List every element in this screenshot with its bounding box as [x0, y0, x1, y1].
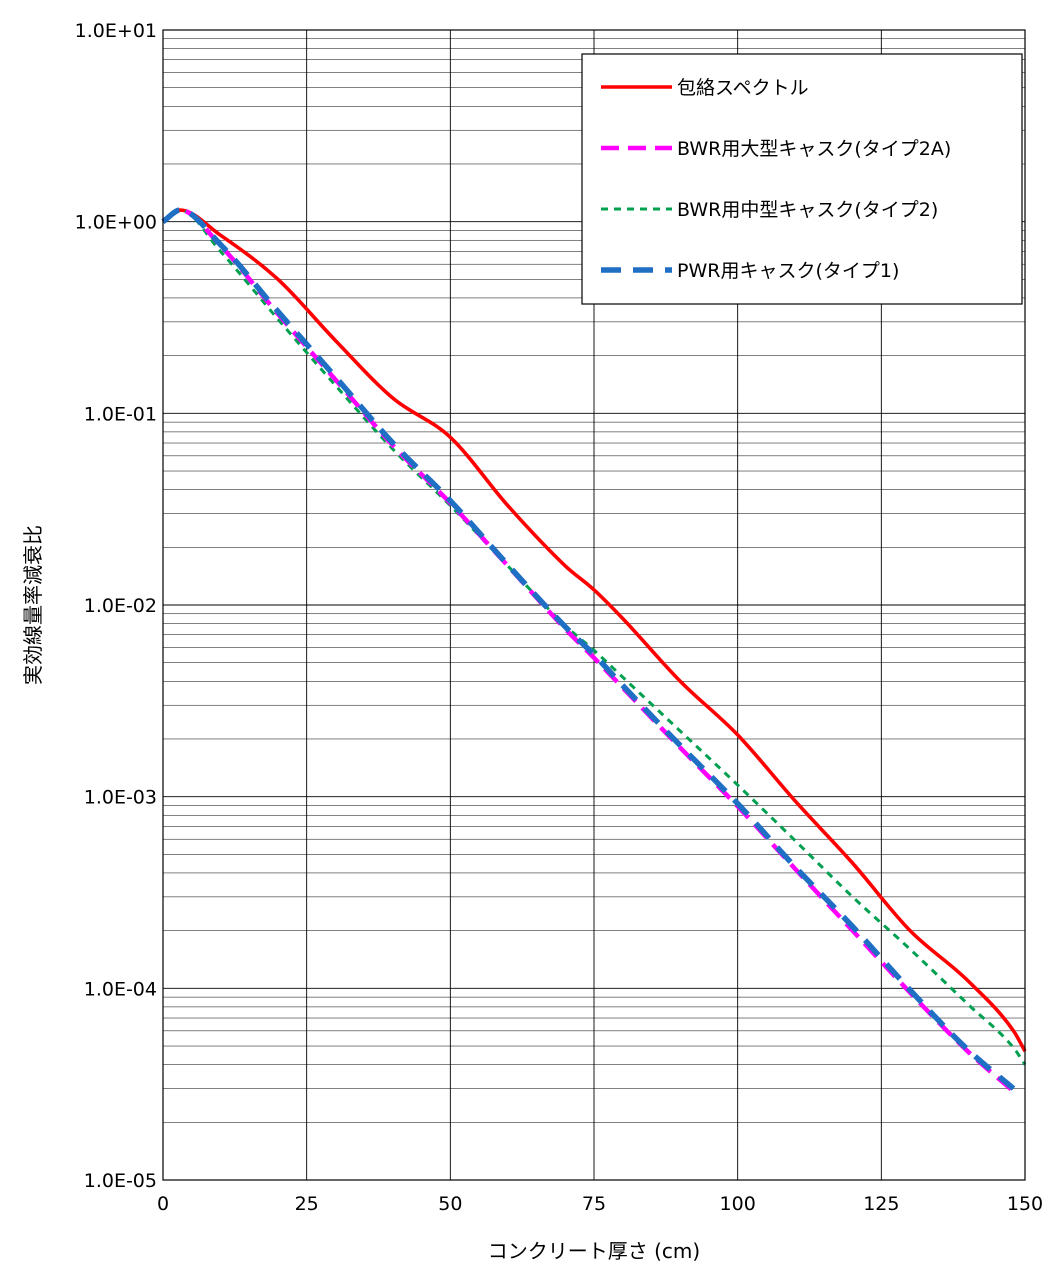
y-tick-label: 1.0E-03	[84, 787, 157, 809]
y-tick-label: 1.0E-02	[84, 595, 157, 617]
x-tick-label: 0	[157, 1193, 169, 1215]
y-tick-label: 1.0E-05	[84, 1170, 157, 1192]
series-lines	[161, 207, 1027, 1094]
y-tick-label: 1.0E+00	[75, 212, 157, 234]
legend-label: 包絡スペクトル	[677, 77, 809, 99]
x-tick-label: 50	[438, 1193, 462, 1215]
legend: 包絡スペクトル BWR用大型キャスク(タイプ2A) BWR用中型キャスク(タイプ2)…	[581, 53, 1023, 305]
tick-labels: 0 25 50 75 100 125 150 1.0E+01 1.0E+00 1.0E-01 1.0…	[75, 20, 1043, 1215]
y-axis-title: 実効線量率減衰比	[21, 525, 45, 685]
series-line-3	[162, 208, 1027, 1066]
x-tick-label: 100	[720, 1193, 756, 1215]
x-tick-label: 150	[1007, 1193, 1043, 1215]
legend-box	[581, 53, 1023, 305]
plot-frame	[162, 29, 1026, 1181]
y-tick-label: 1.0E+01	[75, 20, 157, 42]
x-tick-label: 75	[582, 1193, 606, 1215]
y-tick-label: 1.0E-01	[84, 403, 157, 425]
x-tick-label: 125	[863, 1193, 899, 1215]
series-line-4	[161, 207, 1016, 1091]
y-tick-label: 1.0E-04	[84, 978, 157, 1000]
legend-label: BWR用中型キャスク(タイプ2)	[677, 199, 938, 221]
x-tick-label: 25	[295, 1193, 319, 1215]
legend-label: BWR用大型キャスク(タイプ2A)	[677, 138, 951, 160]
x-axis-title: コンクリート厚さ (cm)	[488, 1239, 700, 1263]
legend-label: PWR用キャスク(タイプ1)	[677, 260, 899, 282]
series-line-1	[161, 208, 1027, 1053]
